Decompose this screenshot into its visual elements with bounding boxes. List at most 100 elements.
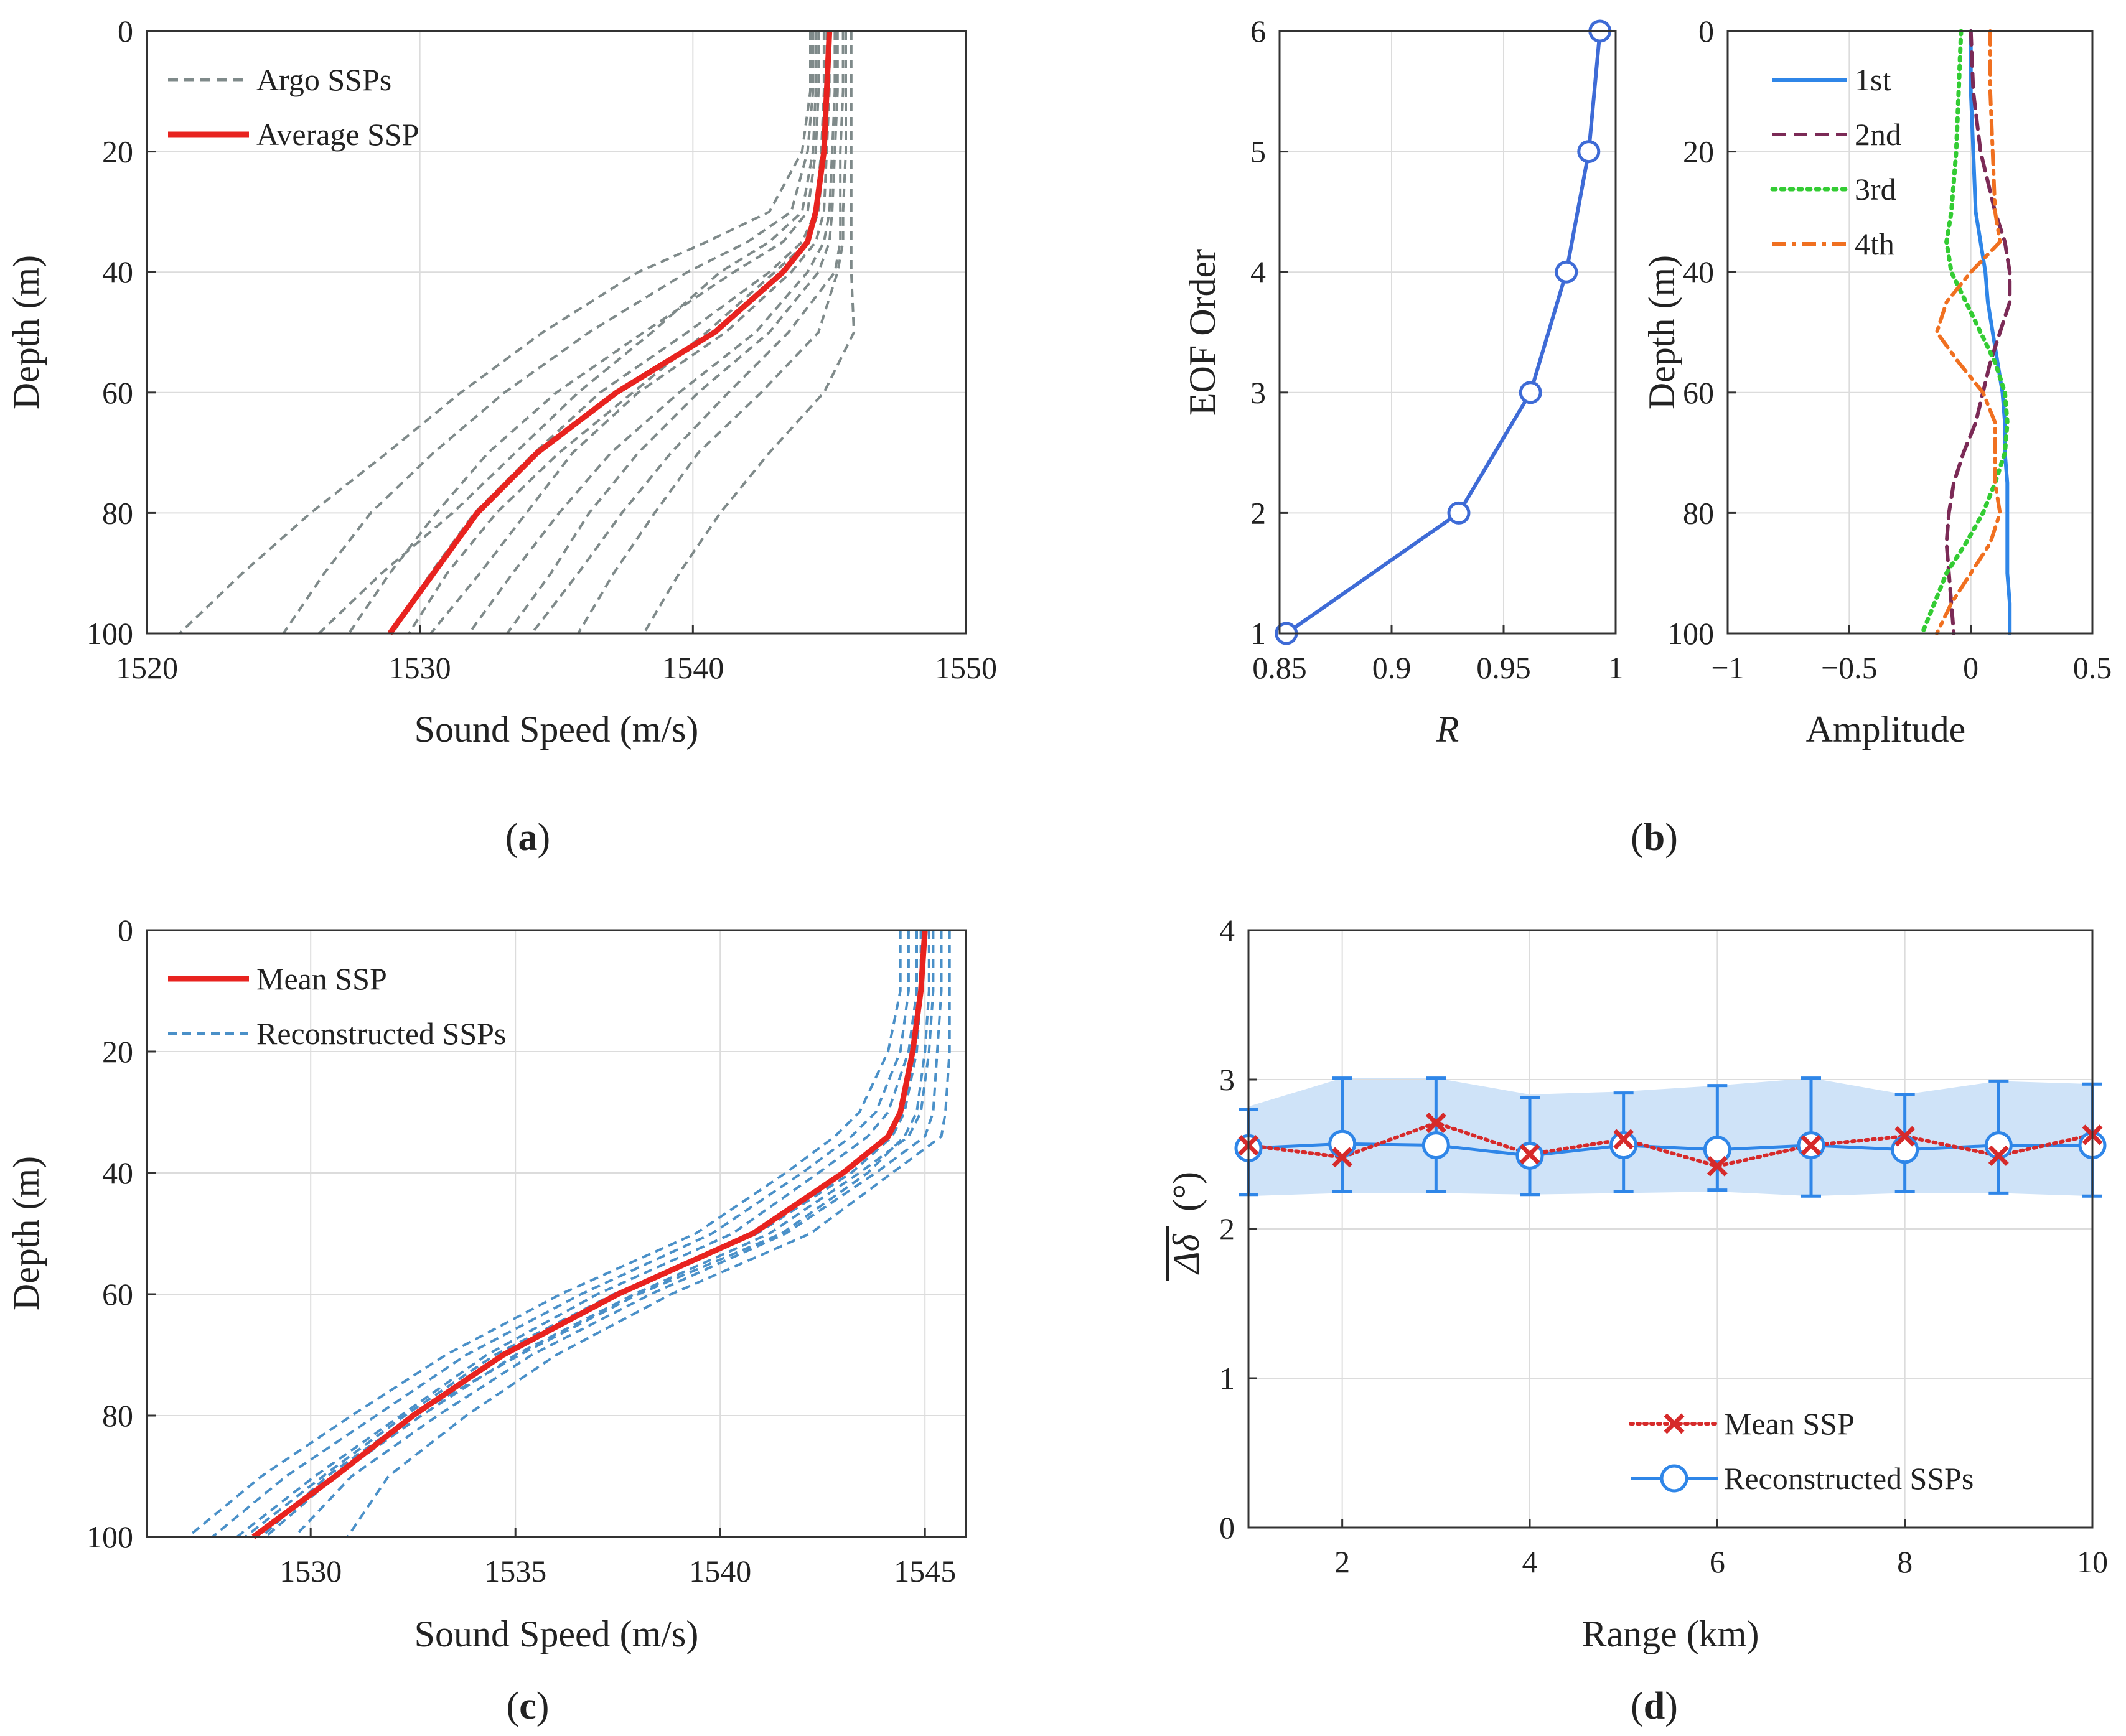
legend-d-mean-ssp-label: Mean SSP: [1724, 1406, 1855, 1441]
panel-b-r-y-tick-label: 2: [1250, 495, 1266, 530]
panel-c-label: (c): [507, 1685, 550, 1727]
panel-b-r-y-axis-label: EOF Order: [1182, 249, 1223, 416]
panel-b-r-x-tick-label: 0.95: [1476, 650, 1531, 685]
mean-ssp-x-point: [1894, 1126, 1916, 1147]
legend-d-reconstructed-ssps-marker: [1660, 1464, 1688, 1493]
argo-ssp-line: [347, 31, 820, 635]
panel-b-eof-y-tick-label: 40: [1683, 254, 1714, 289]
mean-ssp-x-point: [1332, 1147, 1353, 1168]
eof-r-point: [1519, 381, 1542, 404]
panel-b-r-x-tick-label: 1: [1608, 650, 1624, 685]
legend-2nd-label: 2nd: [1855, 117, 1901, 152]
panel-d-y-axis-label: Δδ (°): [1166, 1172, 1207, 1281]
panel-b-eof-x-tick-label: −0.5: [1821, 650, 1878, 685]
panel-b-eof-x-tick-label: 0: [1963, 650, 1978, 685]
eof-2nd-line: [1944, 29, 2012, 635]
panel-b-eof-y-tick-label: 60: [1683, 375, 1714, 410]
panel-a-y-tick-label: 80: [102, 495, 133, 530]
panel-c-y-tick-label: 20: [102, 1034, 133, 1069]
argo-ssp-line: [318, 31, 817, 635]
panel-d-y-tick-label: 0: [1219, 1510, 1235, 1545]
panel-b-r-x-axis-label: R: [1436, 709, 1459, 750]
panel-b-eof-y-tick-label: 100: [1667, 616, 1714, 651]
panel-b-r-y-tick-label: 4: [1250, 254, 1266, 289]
argo-ssp-line: [467, 31, 836, 635]
eof-r-line: [1285, 30, 1602, 635]
reconstructed-range-band: [1248, 1078, 2092, 1197]
mean-ssp-d-line: [1247, 1121, 2094, 1169]
eof-4th-line: [1934, 29, 2002, 635]
panel-b-eof-y-tick-label: 80: [1683, 495, 1714, 530]
panel-b-r-x-tick-label: 0.85: [1252, 650, 1307, 685]
panel-c-y-tick-label: 100: [87, 1519, 133, 1554]
panel-d-y-tick-label: 3: [1219, 1062, 1235, 1097]
panel-b-r-y-tick-label: 3: [1250, 375, 1266, 410]
panel-b-r-y-tick-label: 1: [1250, 616, 1266, 651]
legend-reconstructed-ssps-label: Reconstructed SSPs: [256, 1016, 506, 1051]
argo-ssp-line: [577, 31, 847, 635]
panel-d-x-tick-label: 4: [1522, 1544, 1538, 1579]
panel-d-y-tick-label: 4: [1219, 913, 1235, 948]
panel-b-eof-x-axis-label: Amplitude: [1806, 709, 1966, 750]
panel-d-x-tick-label: 2: [1334, 1544, 1350, 1579]
panel-a-x-tick-label: 1530: [389, 650, 451, 685]
panel-c-x-tick-label: 1530: [279, 1554, 342, 1589]
argo-ssp-line: [282, 31, 815, 635]
panel-b-r-y-tick-label: 6: [1250, 14, 1266, 49]
eof-3rd-line: [1920, 29, 2010, 636]
panel-a-label: (a): [505, 816, 550, 859]
legend-argo-ssps-label: Argo SSPs: [256, 62, 391, 97]
argo-ssp-line: [429, 31, 831, 635]
panel-a-y-tick-label: 40: [102, 254, 133, 289]
panel-b-r-plot-frame: [1278, 30, 1617, 635]
panel-c-y-tick-label: 0: [118, 913, 133, 948]
panel-a-plot-frame: [146, 30, 967, 635]
panel-a-letter: a: [518, 816, 538, 859]
eof-r-point: [1555, 260, 1578, 284]
argo-ssp-line: [530, 31, 845, 635]
argo-ssp-line: [179, 31, 812, 635]
legend-4th-label: 4th: [1855, 226, 1894, 261]
reconstructed-ssp-line: [187, 930, 902, 1538]
panel-c-chart: 1530 1535 1540 1545 0 20 40 60 80 100 Sound Speed…: [6, 913, 967, 1727]
panel-a-x-tick-label: 1540: [662, 650, 724, 685]
panel-c-legend: Mean SSP Reconstructed SSPs: [168, 961, 506, 1051]
legend-average-ssp-label: Average SSP: [256, 117, 419, 152]
panel-b-r-x-tick-label: 0.9: [1372, 650, 1412, 685]
panel-b-eof-y-axis-label: Depth (m): [1641, 255, 1682, 409]
panel-d-x-tick-label: 10: [2077, 1544, 2108, 1579]
argo-ssp-line: [408, 31, 828, 635]
panel-b-eof-x-tick-label: 0.5: [2073, 650, 2112, 685]
panel-c-x-tick-label: 1540: [689, 1554, 751, 1589]
argo-ssp-line: [506, 31, 839, 635]
panel-c-y-tick-label: 80: [102, 1398, 133, 1433]
average-ssp-line: [387, 30, 833, 635]
panel-a-x-axis-label: Sound Speed (m/s): [414, 709, 699, 750]
panel-d-y-axis-unit: (°): [1166, 1172, 1207, 1211]
panel-b-r-chart: 0.85 0.9 0.95 1 1 2 3 4 5 6 R EOF Order: [1182, 14, 1624, 750]
panel-a-x-tick-label: 1520: [116, 650, 178, 685]
panel-c-x-tick-label: 1535: [484, 1554, 546, 1589]
panel-b-r-y-tick-label: 5: [1250, 134, 1266, 169]
panel-b-label: (b): [1631, 816, 1678, 859]
reconstructed-ssps-point: [1703, 1136, 1731, 1164]
panel-c-y-tick-label: 40: [102, 1155, 133, 1190]
reconstructed-ssps-point: [1421, 1131, 1450, 1160]
panel-c-x-tick-label: 1545: [894, 1554, 956, 1589]
legend-3rd-label: 3rd: [1855, 172, 1896, 207]
reconstructed-ssps-point: [1891, 1136, 1919, 1164]
reconstructed-ssp-line: [244, 930, 922, 1538]
reconstructed-ssp-line: [236, 930, 918, 1538]
panel-a-y-tick-label: 20: [102, 134, 133, 169]
panel-d-y-axis-symbol: Δδ: [1166, 1233, 1207, 1274]
panel-c-x-axis-label: Sound Speed (m/s): [414, 1613, 699, 1654]
mean-ssp-x-point: [1613, 1129, 1634, 1150]
panel-b-eof-plot-frame: [1726, 30, 2094, 635]
panel-a-y-axis-label: Depth (m): [6, 255, 47, 409]
reconstructed-ssp-line: [265, 930, 935, 1538]
mean-ssp-x-point: [1801, 1135, 1822, 1156]
panel-c-y-axis-label: Depth (m): [6, 1156, 47, 1310]
reconstructed-ssp-line: [346, 930, 951, 1538]
legend-mean-ssp-label: Mean SSP: [256, 961, 387, 996]
mean-ssp-x-point: [1519, 1144, 1540, 1165]
